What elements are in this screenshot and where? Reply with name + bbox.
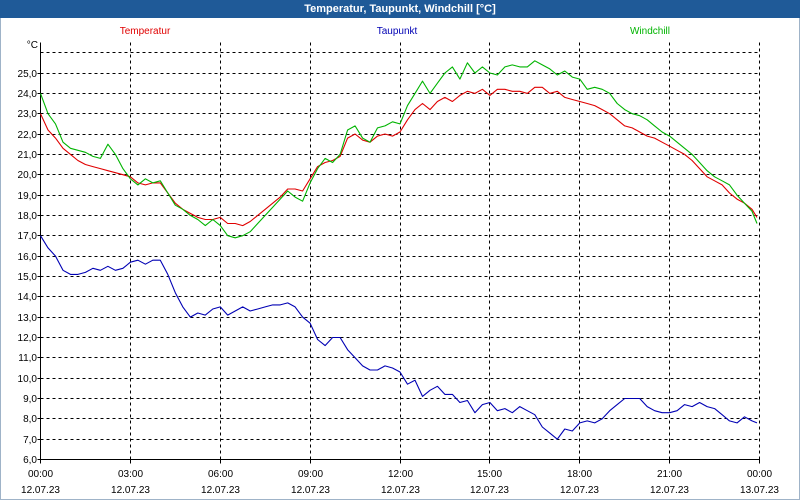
legend-label-windchill: Windchill xyxy=(630,26,670,37)
x-tick-time-label: 06:00 xyxy=(208,469,233,480)
x-tick-date-label: 12.07.23 xyxy=(560,485,599,496)
y-tick-label: 8,0 xyxy=(23,414,37,425)
series-line-windchill xyxy=(39,60,758,239)
x-tick-time-label: 12:00 xyxy=(388,469,413,480)
x-tick-date-label: 13.07.23 xyxy=(740,485,779,496)
y-tick-label: 7,0 xyxy=(23,435,37,446)
y-tick-label: 20,0 xyxy=(18,170,38,181)
series-lines xyxy=(39,60,758,440)
y-tick-label: 21,0 xyxy=(18,150,38,161)
y-tick-label: 15,0 xyxy=(18,272,38,283)
y-tick-label: 11,0 xyxy=(18,353,37,364)
x-tick-time-label: 18:00 xyxy=(567,469,592,480)
y-tick-label: 19,0 xyxy=(18,191,38,202)
y-tick-label: 6,0 xyxy=(23,455,37,466)
y-tick-label: 16,0 xyxy=(18,252,38,263)
y-tick-label: 14,0 xyxy=(18,292,38,303)
y-tick-label: 24,0 xyxy=(18,89,38,100)
y-tick-label: 13,0 xyxy=(18,313,38,324)
x-tick-date-label: 12.07.23 xyxy=(21,485,60,496)
x-tick-time-label: 15:00 xyxy=(477,469,502,480)
y-tick-label: 22,0 xyxy=(18,130,38,141)
y-axis-unit-label: °C xyxy=(27,40,38,51)
x-tick-date-label: 12.07.23 xyxy=(291,485,330,496)
y-tick-label: 10,0 xyxy=(18,374,38,385)
x-tick-time-label: 21:00 xyxy=(657,469,682,480)
x-tick-date-label: 12.07.23 xyxy=(650,485,689,496)
grid-lines xyxy=(40,42,760,460)
x-tick-date-label: 12.07.23 xyxy=(111,485,150,496)
axes xyxy=(37,42,760,464)
legend-label-temperatur: Temperatur xyxy=(120,26,171,37)
x-tick-time-label: 03:00 xyxy=(118,469,143,480)
x-tick-time-label: 09:00 xyxy=(298,469,323,480)
x-tick-time-label: 00:00 xyxy=(28,469,53,480)
y-tick-label: 9,0 xyxy=(23,394,37,405)
y-tick-label: 25,0 xyxy=(18,69,38,80)
y-tick-label: 12,0 xyxy=(18,333,38,344)
legend-label-taupunkt: Taupunkt xyxy=(377,26,418,37)
y-tick-label: 23,0 xyxy=(18,109,38,120)
chart-title-bar: Temperatur, Taupunkt, Windchill [°C] xyxy=(0,0,800,18)
x-tick-date-label: 12.07.23 xyxy=(470,485,509,496)
y-tick-label: 17,0 xyxy=(18,231,38,242)
x-tick-date-label: 12.07.23 xyxy=(201,485,240,496)
chart-title: Temperatur, Taupunkt, Windchill [°C] xyxy=(304,3,496,15)
tick-labels: 00:00 12.07.23 03:00 12.07.23 06:00 12.07.23 0… xyxy=(18,69,780,496)
series-line-temperatur xyxy=(40,86,758,227)
series-line-taupunkt xyxy=(40,235,758,440)
x-tick-date-label: 12.07.23 xyxy=(381,485,420,496)
x-tick-time-label: 00:00 xyxy=(747,469,772,480)
y-tick-label: 18,0 xyxy=(18,211,38,222)
